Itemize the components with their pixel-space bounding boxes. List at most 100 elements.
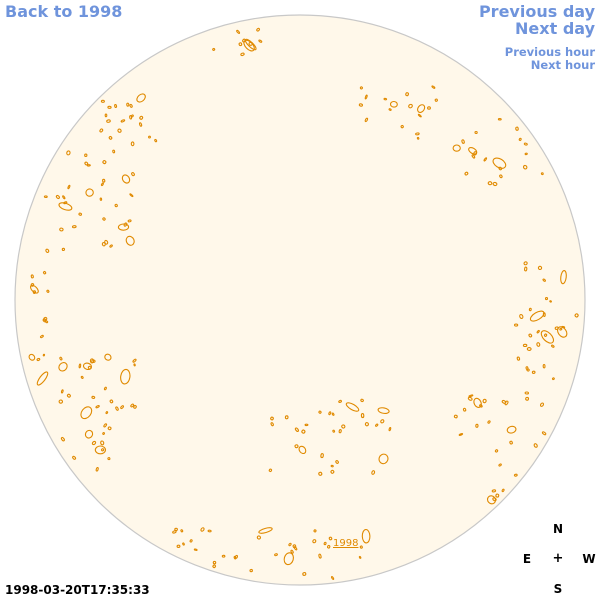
contour-mark bbox=[492, 497, 497, 502]
contour-mark bbox=[85, 188, 94, 197]
contour-mark bbox=[498, 166, 503, 171]
contour-mark bbox=[358, 103, 364, 107]
contour-mark bbox=[524, 266, 528, 272]
contour-mark bbox=[574, 313, 579, 318]
contour-mark bbox=[66, 150, 71, 156]
contour-mark bbox=[304, 423, 309, 427]
contour-mark bbox=[107, 105, 112, 109]
contour-mark bbox=[193, 548, 198, 551]
contour-mark bbox=[66, 393, 71, 398]
contour-mark bbox=[335, 460, 339, 464]
previous-day-link[interactable]: Previous day bbox=[478, 2, 595, 21]
contour-mark bbox=[288, 542, 292, 547]
contour-mark bbox=[294, 444, 299, 449]
contour-mark bbox=[270, 422, 274, 427]
contour-mark bbox=[320, 453, 324, 459]
contour-mark bbox=[516, 356, 521, 361]
contour-mark bbox=[106, 119, 111, 123]
contour-mark bbox=[95, 467, 99, 472]
contour-mark bbox=[126, 102, 130, 107]
contour-mark bbox=[549, 300, 552, 303]
contour-mark bbox=[130, 403, 135, 408]
next-hour-link[interactable]: Next hour bbox=[530, 58, 595, 72]
contour-mark bbox=[462, 407, 467, 412]
contour-mark bbox=[494, 449, 499, 453]
contour-mark bbox=[120, 405, 124, 410]
contour-mark bbox=[560, 269, 567, 285]
contour-mark bbox=[461, 139, 465, 144]
contour-mark bbox=[559, 327, 563, 331]
contour-mark bbox=[550, 344, 555, 348]
contour-mark bbox=[100, 440, 105, 446]
contour-mark bbox=[58, 399, 64, 404]
contour-mark bbox=[42, 271, 47, 275]
contour-mark bbox=[94, 445, 107, 455]
contour-mark bbox=[129, 103, 133, 108]
contour-mark bbox=[513, 473, 518, 477]
contour-mark bbox=[509, 440, 513, 445]
contour-mark bbox=[104, 353, 112, 361]
contour-mark bbox=[283, 552, 294, 566]
contour-mark bbox=[540, 172, 544, 176]
year-link[interactable]: 1998 bbox=[333, 538, 359, 549]
contour-mark bbox=[313, 529, 317, 533]
contour-mark bbox=[101, 241, 106, 247]
contour-mark bbox=[71, 225, 77, 229]
contour-mark bbox=[536, 342, 541, 347]
contour-mark bbox=[501, 488, 505, 493]
contour-mark bbox=[492, 157, 507, 169]
back-to-year-link[interactable]: Back to 1998 bbox=[5, 2, 123, 21]
compass-west-label: W bbox=[582, 552, 596, 566]
contour-mark bbox=[43, 195, 48, 199]
contour-mark bbox=[358, 555, 362, 559]
contour-mark bbox=[338, 399, 342, 403]
next-day-link[interactable]: Next day bbox=[515, 19, 595, 38]
contour-mark bbox=[61, 247, 66, 252]
contour-mark bbox=[256, 27, 260, 32]
contour-mark bbox=[375, 423, 379, 427]
contour-mark bbox=[62, 195, 66, 200]
contour-mark bbox=[121, 174, 131, 184]
contour-mark bbox=[332, 429, 336, 433]
contour-mark bbox=[487, 420, 491, 424]
contour-mark bbox=[341, 424, 346, 429]
contour-mark bbox=[67, 184, 71, 190]
contour-mark bbox=[107, 426, 112, 431]
contour-mark bbox=[417, 113, 422, 118]
contour-mark bbox=[274, 553, 278, 557]
contour-mark bbox=[377, 407, 390, 414]
contour-mark bbox=[60, 437, 65, 442]
contour-mark bbox=[86, 164, 91, 167]
contour-mark bbox=[42, 353, 46, 357]
previous-hour-link[interactable]: Previous hour bbox=[504, 45, 595, 59]
contour-mark bbox=[28, 353, 36, 361]
contour-mark bbox=[542, 278, 546, 282]
contour-mark bbox=[182, 542, 185, 546]
contour-mark bbox=[238, 42, 243, 47]
contour-mark bbox=[467, 396, 473, 401]
magnetogram-contours bbox=[28, 27, 579, 580]
contour-mark bbox=[540, 330, 555, 344]
contour-mark bbox=[537, 265, 543, 271]
contour-mark bbox=[473, 151, 478, 156]
contour-mark bbox=[268, 468, 273, 473]
contour-mark bbox=[292, 544, 297, 549]
contour-mark bbox=[103, 386, 107, 391]
contour-mark bbox=[290, 549, 294, 554]
contour-mark bbox=[58, 202, 73, 211]
contour-mark bbox=[452, 144, 461, 152]
contour-mark bbox=[30, 283, 35, 287]
contour-mark bbox=[561, 325, 566, 329]
contour-mark bbox=[154, 138, 158, 143]
contour-mark bbox=[331, 576, 335, 580]
contour-mark bbox=[236, 29, 241, 34]
contour-mark bbox=[380, 419, 385, 424]
contour-mark bbox=[294, 427, 299, 432]
contour-mark bbox=[302, 572, 307, 576]
contour-mark bbox=[80, 375, 84, 379]
contour-mark bbox=[107, 457, 111, 461]
contour-mark bbox=[504, 400, 509, 406]
contour-mark bbox=[531, 370, 536, 374]
contour-mark bbox=[486, 495, 497, 505]
contour-mark bbox=[212, 564, 217, 569]
